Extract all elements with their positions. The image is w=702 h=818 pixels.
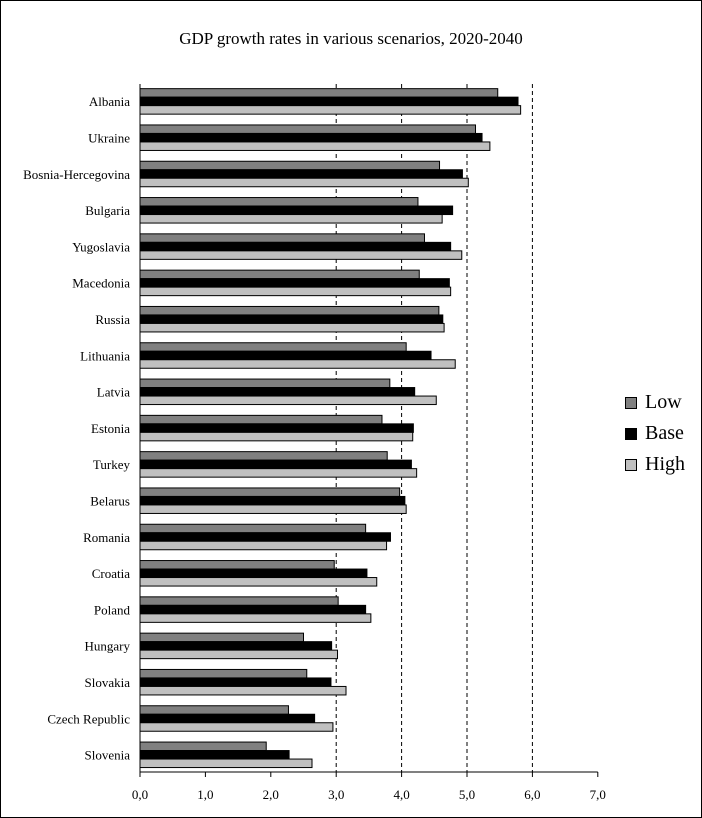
chart-title: GDP growth rates in various scenarios, 2… bbox=[179, 29, 523, 48]
legend-item-high: High bbox=[625, 449, 685, 480]
bar-high bbox=[139, 685, 347, 696]
bar-high bbox=[139, 286, 452, 297]
category-label: Slovenia bbox=[85, 748, 131, 763]
x-tick-label: 1,0 bbox=[197, 787, 213, 802]
bar-low bbox=[139, 124, 477, 134]
bar-base bbox=[139, 96, 519, 107]
legend-label: Base bbox=[645, 422, 684, 444]
bar-base bbox=[139, 641, 333, 651]
bar-base bbox=[139, 278, 450, 288]
bar-low bbox=[139, 269, 420, 280]
bar-base bbox=[139, 713, 316, 724]
bar-base bbox=[139, 387, 416, 397]
bar-base bbox=[139, 750, 290, 760]
bar-low bbox=[139, 523, 367, 534]
bar-low bbox=[139, 560, 335, 570]
category-label: Lithuania bbox=[80, 348, 130, 363]
bar-low bbox=[139, 342, 407, 352]
bar-high bbox=[139, 177, 469, 188]
x-tick-label: 3,0 bbox=[328, 787, 344, 802]
bar-low bbox=[139, 305, 440, 316]
legend-item-base: Base bbox=[625, 418, 685, 449]
bar-high bbox=[139, 577, 378, 587]
category-label: Poland bbox=[94, 602, 131, 617]
bar-low bbox=[139, 233, 425, 243]
bar-low bbox=[139, 632, 304, 643]
category-label: Russia bbox=[95, 312, 130, 327]
legend-item-low: Low bbox=[625, 387, 685, 418]
legend-swatch bbox=[625, 427, 637, 440]
bar-high bbox=[139, 540, 388, 551]
bar-base bbox=[139, 423, 414, 433]
category-label: Bulgaria bbox=[85, 203, 130, 218]
category-label: Macedonia bbox=[72, 276, 130, 291]
bar-high bbox=[139, 214, 443, 224]
category-label: Czech Republic bbox=[47, 711, 130, 726]
bar-low bbox=[139, 451, 388, 461]
x-tick-label: 6,0 bbox=[524, 787, 540, 802]
bar-base bbox=[139, 169, 463, 179]
bar-high bbox=[139, 468, 418, 478]
category-label: Romania bbox=[83, 530, 130, 545]
bar-base bbox=[139, 241, 452, 252]
bar-high bbox=[139, 504, 407, 514]
bar-low bbox=[139, 88, 499, 98]
bar-base bbox=[139, 459, 412, 470]
category-label: Belarus bbox=[90, 493, 130, 508]
category-label: Ukraine bbox=[88, 130, 130, 145]
bar-base bbox=[139, 568, 368, 579]
x-tick-label: 2,0 bbox=[263, 787, 279, 802]
category-label: Slovakia bbox=[85, 675, 131, 690]
bar-low bbox=[139, 378, 391, 389]
bar-high bbox=[139, 649, 339, 660]
bar-low bbox=[139, 596, 339, 606]
legend-label: Low bbox=[645, 391, 682, 413]
bar-low bbox=[139, 197, 419, 207]
bar-base bbox=[139, 132, 483, 143]
bar-base bbox=[139, 314, 444, 324]
bar-base bbox=[139, 604, 367, 615]
bar-high bbox=[139, 141, 491, 151]
category-label: Hungary bbox=[85, 639, 131, 654]
category-label: Turkey bbox=[93, 457, 131, 472]
x-tick-label: 7,0 bbox=[590, 787, 606, 802]
bar-base bbox=[139, 532, 391, 542]
category-label: Latvia bbox=[97, 385, 130, 400]
legend: Low Base High bbox=[625, 387, 685, 480]
category-label: Yugoslavia bbox=[72, 239, 130, 254]
bar-high bbox=[139, 322, 445, 333]
legend-swatch bbox=[625, 396, 637, 409]
bar-base bbox=[139, 677, 332, 687]
legend-swatch bbox=[625, 458, 637, 471]
bar-low bbox=[139, 160, 441, 171]
bar-high bbox=[139, 359, 456, 369]
bar-high bbox=[139, 105, 522, 115]
category-label: Estonia bbox=[91, 421, 130, 436]
bar-base bbox=[139, 495, 406, 506]
category-label: Albania bbox=[89, 94, 130, 109]
bar-base bbox=[139, 205, 454, 216]
bar-high bbox=[139, 431, 414, 442]
bar-low bbox=[139, 414, 383, 425]
bar-high bbox=[139, 395, 437, 406]
x-tick-label: 0,0 bbox=[132, 787, 148, 802]
x-tick-label: 5,0 bbox=[459, 787, 475, 802]
legend-label: High bbox=[645, 453, 685, 475]
bar-high bbox=[139, 613, 372, 623]
x-tick-label: 4,0 bbox=[393, 787, 409, 802]
category-label: Bosnia-Hercegovina bbox=[23, 167, 130, 182]
bar-low bbox=[139, 487, 401, 497]
bar-low bbox=[139, 668, 308, 679]
bar-low bbox=[139, 741, 267, 752]
bar-base bbox=[139, 350, 432, 361]
category-label: Croatia bbox=[92, 566, 130, 581]
bar-low bbox=[139, 705, 289, 715]
bar-high bbox=[139, 758, 313, 769]
bar-high bbox=[139, 250, 463, 260]
bar-high bbox=[139, 722, 334, 732]
